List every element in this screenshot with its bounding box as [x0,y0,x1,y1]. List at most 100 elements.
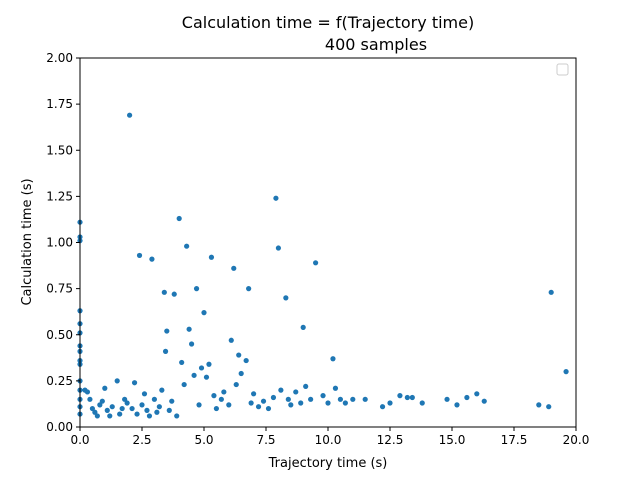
data-point [283,295,289,301]
data-point [97,402,103,408]
data-point [117,411,123,417]
data-point [464,394,470,401]
data-point [233,381,239,388]
data-point [161,289,167,295]
data-point [193,286,200,292]
x-tick-label: 20.0 [563,433,590,447]
x-tick-label: 10.0 [315,433,342,447]
data-point [536,402,542,408]
data-point [397,393,403,399]
data-point [275,245,281,251]
data-point [107,413,113,419]
data-point [104,407,110,413]
data-point [149,256,155,262]
data-point [236,352,242,358]
x-axis-ticks: 0.0 2.5 5.0 7.5 10.0 12.5 15.0 17.5 20.0 [70,427,589,447]
data-point [99,398,105,404]
data-point [454,402,460,408]
data-point [362,396,368,402]
data-point [164,328,170,334]
data-point [320,393,326,399]
data-point [114,378,120,384]
y-tick-label: 2.00 [46,51,73,65]
x-tick-label: 7.5 [256,433,275,447]
x-tick-label: 2.5 [132,433,151,447]
data-point [288,402,294,408]
data-point [303,383,309,390]
data-point [189,341,195,347]
data-point [293,389,299,395]
data-point [218,396,224,402]
chart-subtitle: 400 samples [325,35,427,54]
data-point [139,402,145,408]
data-point [474,391,480,397]
data-point [186,326,192,332]
data-point [342,400,348,406]
data-point [563,369,569,375]
data-point [179,359,185,366]
data-point [134,411,140,417]
data-point [181,381,187,388]
data-point [131,380,138,386]
data-point [201,310,207,316]
data-point [151,396,157,402]
data-point [84,389,91,395]
x-tick-label: 12.5 [377,433,404,447]
data-point [203,374,210,380]
data-point [156,404,162,410]
data-point [159,387,165,393]
data-point [119,405,125,412]
y-tick-label: 1.75 [46,97,73,111]
data-point [136,252,143,259]
data-point [444,396,450,402]
data-point [208,254,215,260]
data-point [337,396,343,402]
data-point [129,405,135,412]
x-tick-label: 15.0 [439,433,466,447]
legend-box [556,63,569,76]
data-points [77,112,569,419]
data-point [109,404,115,410]
y-tick-label: 0.75 [46,282,73,296]
data-point [92,409,98,415]
data-point [238,370,244,377]
data-point [409,394,415,401]
data-point [221,389,227,395]
data-point [122,396,128,402]
data-point [251,391,257,397]
data-point [419,400,425,406]
y-tick-label: 0.00 [46,420,73,434]
y-tick-label: 0.50 [46,328,73,342]
data-point [94,413,100,419]
data-point [89,405,95,412]
data-point [184,243,190,249]
data-point [546,404,552,410]
data-point [243,357,249,364]
data-point [198,365,205,371]
data-point [228,337,234,343]
data-point [174,413,180,419]
data-point [127,112,133,118]
x-axis-label: Trajectory time (s) [268,456,388,471]
data-point [169,398,175,404]
data-point [300,324,306,330]
data-point [332,385,339,391]
y-tick-label: 1.00 [46,236,73,250]
data-point [87,396,93,402]
data-point [278,387,284,393]
x-tick-label: 17.5 [501,433,528,447]
data-point [273,195,279,201]
data-point [191,372,197,378]
data-point [313,260,319,266]
data-point [298,400,304,406]
y-axis-label: Calculation time (s) [20,178,35,305]
data-point [270,394,277,401]
data-point [248,400,254,406]
data-point [211,393,217,399]
data-point [404,394,410,401]
data-point [231,265,237,271]
data-point [162,348,169,354]
y-tick-label: 0.25 [46,374,73,388]
